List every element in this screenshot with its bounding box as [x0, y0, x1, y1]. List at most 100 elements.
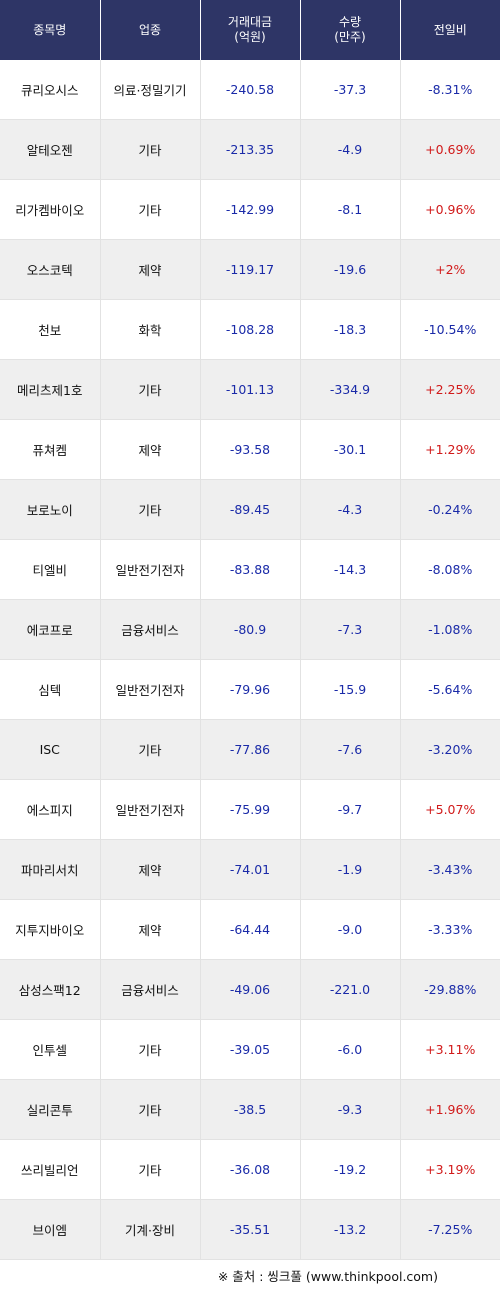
trade-amount-cell: -74.01	[200, 839, 301, 900]
stock-name-cell: 실리콘투	[0, 1079, 101, 1140]
volume-cell: -8.1	[300, 179, 401, 240]
trade-amount-cell: -108.28	[200, 299, 301, 360]
sector-cell: 일반전기전자	[100, 659, 201, 720]
sector-cell: 기타	[100, 179, 201, 240]
volume-cell: -13.2	[300, 1199, 401, 1260]
sector-cell: 제약	[100, 839, 201, 900]
table-row: 삼성스팩12 금융서비스 -49.06 -221.0 -29.88%	[0, 959, 500, 1020]
change-cell: +2%	[400, 239, 500, 300]
stock-name-cell: 쓰리빌리언	[0, 1139, 101, 1200]
change-cell: +0.96%	[400, 179, 500, 240]
table-row: 천보 화학 -108.28 -18.3 -10.54%	[0, 299, 500, 360]
stock-name-cell: 티엘비	[0, 539, 101, 600]
trade-amount-cell: -213.35	[200, 119, 301, 180]
stock-name-cell: 퓨쳐켐	[0, 419, 101, 480]
sector-cell: 금융서비스	[100, 599, 201, 660]
header-sector-label: 업종	[138, 22, 162, 37]
change-cell: +1.29%	[400, 419, 500, 480]
stock-table: 종목명 업종 거래대금 (억원) 수량 (만주) 전일비 큐리오시스 의료·정밀기기 -…	[0, 0, 500, 1260]
table-row: 에스피지 일반전기전자 -75.99 -9.7 +5.07%	[0, 779, 500, 840]
volume-cell: -7.3	[300, 599, 401, 660]
change-cell: -1.08%	[400, 599, 500, 660]
change-cell: -8.31%	[400, 60, 500, 120]
table-row: 큐리오시스 의료·정밀기기 -240.58 -37.3 -8.31%	[0, 60, 500, 120]
header-change: 전일비	[400, 0, 500, 60]
volume-cell: -221.0	[300, 959, 401, 1020]
header-name-label: 종목명	[33, 22, 67, 37]
sector-cell: 일반전기전자	[100, 779, 201, 840]
trade-amount-cell: -83.88	[200, 539, 301, 600]
stock-name-cell: ISC	[0, 719, 101, 780]
trade-amount-cell: -142.99	[200, 179, 301, 240]
trade-amount-cell: -79.96	[200, 659, 301, 720]
stock-name-cell: 리가켐바이오	[0, 179, 101, 240]
change-cell: +0.69%	[400, 119, 500, 180]
header-amount: 거래대금 (억원)	[200, 0, 301, 60]
table-row: 파마리서치 제약 -74.01 -1.9 -3.43%	[0, 839, 500, 900]
sector-cell: 제약	[100, 419, 201, 480]
trade-amount-cell: -75.99	[200, 779, 301, 840]
source-note: ※ 출처 : 씽크풀 (www.thinkpool.com)	[217, 1269, 438, 1284]
stock-name-cell: 심텍	[0, 659, 101, 720]
sector-cell: 기타	[100, 359, 201, 420]
trade-amount-cell: -36.08	[200, 1139, 301, 1200]
trade-amount-cell: -64.44	[200, 899, 301, 960]
header-name: 종목명	[0, 0, 101, 60]
sector-cell: 일반전기전자	[100, 539, 201, 600]
table-row: ISC 기타 -77.86 -7.6 -3.20%	[0, 719, 500, 780]
table-row: 인투셀 기타 -39.05 -6.0 +3.11%	[0, 1019, 500, 1080]
volume-cell: -4.3	[300, 479, 401, 540]
trade-amount-cell: -101.13	[200, 359, 301, 420]
volume-cell: -30.1	[300, 419, 401, 480]
volume-cell: -14.3	[300, 539, 401, 600]
trade-amount-cell: -77.86	[200, 719, 301, 780]
table-row: 티엘비 일반전기전자 -83.88 -14.3 -8.08%	[0, 539, 500, 600]
volume-cell: -18.3	[300, 299, 401, 360]
change-cell: -0.24%	[400, 479, 500, 540]
volume-cell: -9.7	[300, 779, 401, 840]
volume-cell: -19.6	[300, 239, 401, 300]
sector-cell: 기타	[100, 719, 201, 780]
header-volume-label: 수량	[338, 15, 362, 29]
change-cell: +5.07%	[400, 779, 500, 840]
table-row: 심텍 일반전기전자 -79.96 -15.9 -5.64%	[0, 659, 500, 720]
header-volume: 수량 (만주)	[300, 0, 401, 60]
stock-name-cell: 천보	[0, 299, 101, 360]
stock-name-cell: 브이엠	[0, 1199, 101, 1260]
volume-cell: -1.9	[300, 839, 401, 900]
trade-amount-cell: -89.45	[200, 479, 301, 540]
table-row: 브이엠 기계·장비 -35.51 -13.2 -7.25%	[0, 1199, 500, 1260]
volume-cell: -19.2	[300, 1139, 401, 1200]
stock-name-cell: 큐리오시스	[0, 60, 101, 120]
volume-cell: -4.9	[300, 119, 401, 180]
stock-name-cell: 인투셀	[0, 1019, 101, 1080]
volume-cell: -7.6	[300, 719, 401, 780]
change-cell: -3.43%	[400, 839, 500, 900]
table-row: 보로노이 기타 -89.45 -4.3 -0.24%	[0, 479, 500, 540]
sector-cell: 기타	[100, 119, 201, 180]
change-cell: -29.88%	[400, 959, 500, 1020]
trade-amount-cell: -240.58	[200, 60, 301, 120]
volume-cell: -9.3	[300, 1079, 401, 1140]
header-row: 종목명 업종 거래대금 (억원) 수량 (만주) 전일비	[0, 0, 500, 60]
stock-name-cell: 메리츠제1호	[0, 359, 101, 420]
table-row: 실리콘투 기타 -38.5 -9.3 +1.96%	[0, 1079, 500, 1140]
sector-cell: 기타	[100, 1139, 201, 1200]
volume-cell: -37.3	[300, 60, 401, 120]
sector-cell: 의료·정밀기기	[100, 60, 201, 120]
change-cell: +2.25%	[400, 359, 500, 420]
volume-cell: -15.9	[300, 659, 401, 720]
table-row: 오스코텍 제약 -119.17 -19.6 +2%	[0, 239, 500, 300]
trade-amount-cell: -35.51	[200, 1199, 301, 1260]
sector-cell: 기계·장비	[100, 1199, 201, 1260]
sector-cell: 제약	[100, 239, 201, 300]
sector-cell: 화학	[100, 299, 201, 360]
change-cell: +3.19%	[400, 1139, 500, 1200]
stock-name-cell: 에스피지	[0, 779, 101, 840]
table-row: 메리츠제1호 기타 -101.13 -334.9 +2.25%	[0, 359, 500, 420]
trade-amount-cell: -80.9	[200, 599, 301, 660]
stock-name-cell: 파마리서치	[0, 839, 101, 900]
header-change-label: 전일비	[433, 22, 467, 37]
volume-cell: -6.0	[300, 1019, 401, 1080]
